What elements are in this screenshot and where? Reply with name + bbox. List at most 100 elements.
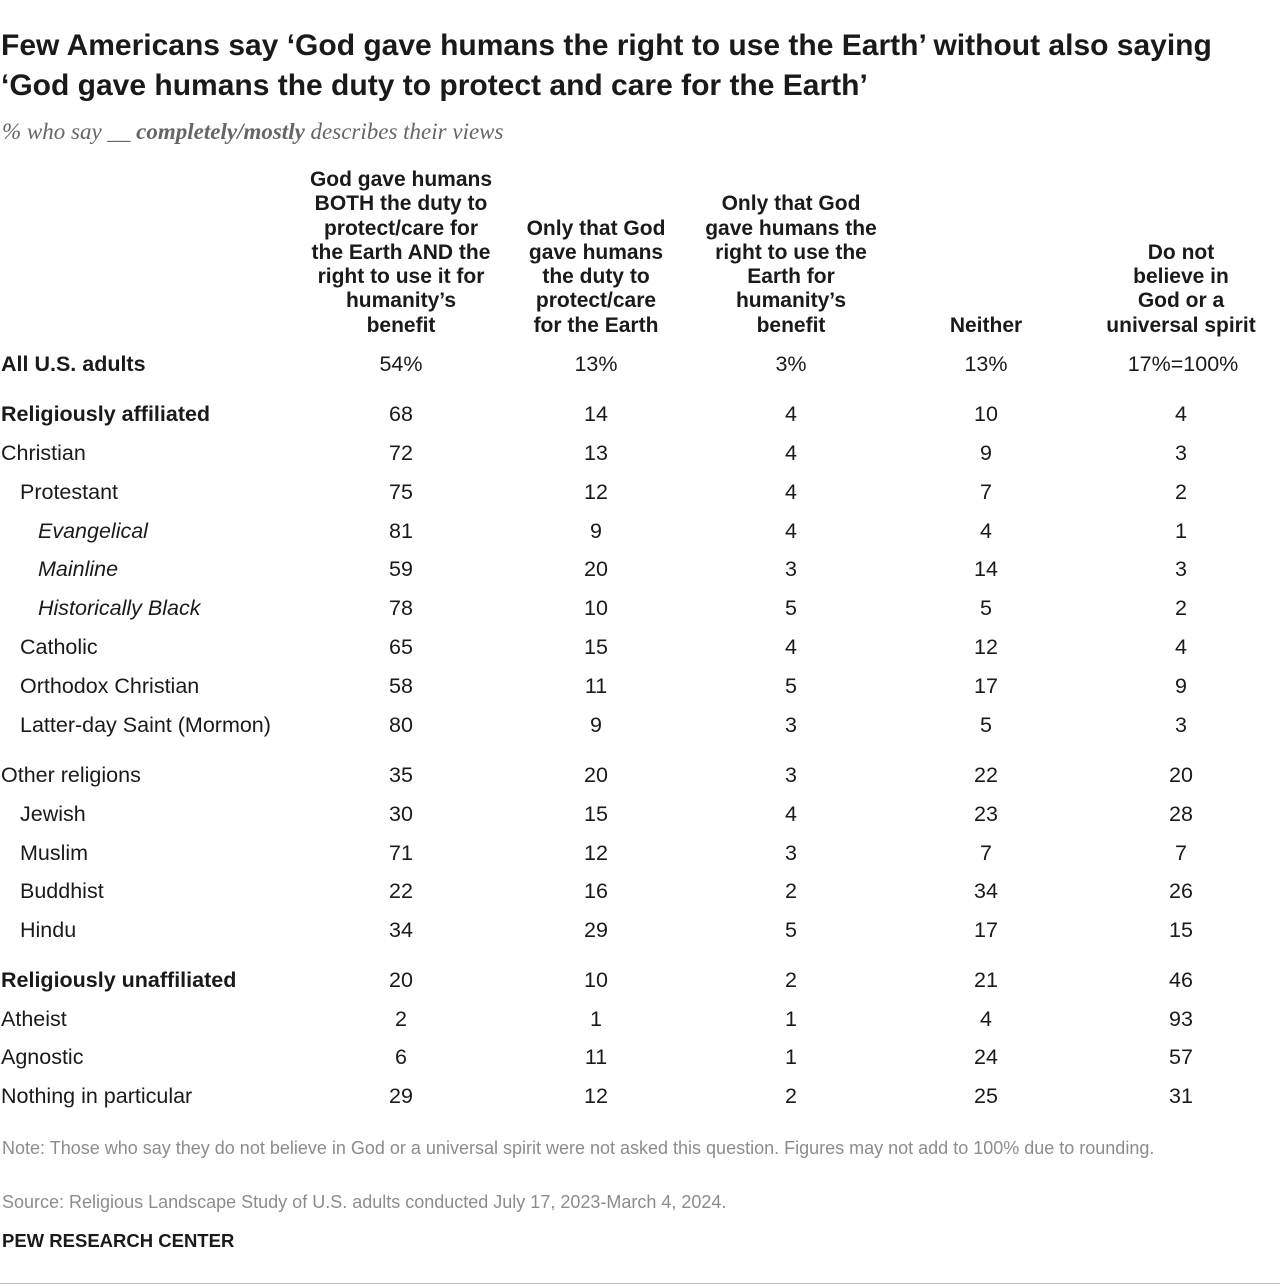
subtitle-emphasis: completely/mostly bbox=[136, 119, 305, 144]
data-cell: 30 bbox=[389, 802, 413, 826]
table-row: All U.S. adults 54% 13% 3% 13% 17%=100% bbox=[0, 347, 1280, 381]
data-cell: 3 bbox=[1175, 713, 1187, 737]
row-label: Evangelical bbox=[38, 519, 148, 543]
data-cell: 3 bbox=[785, 841, 797, 865]
column-header-line: protect/care for bbox=[323, 216, 479, 240]
data-cell: 81 bbox=[389, 519, 413, 543]
column-header-line: gave humans the bbox=[705, 216, 877, 240]
data-cell: 14 bbox=[974, 557, 998, 581]
data-cell: 7 bbox=[980, 841, 992, 865]
data-cell: 59 bbox=[389, 557, 413, 581]
row-label: Catholic bbox=[20, 635, 98, 659]
data-cell: 10 bbox=[974, 402, 998, 426]
data-cell: 7 bbox=[1175, 841, 1187, 865]
data-cell: 7 bbox=[980, 480, 992, 504]
data-cell: 17%=100% bbox=[1127, 352, 1239, 376]
data-cell: 5 bbox=[980, 713, 992, 737]
data-cell: 23 bbox=[974, 802, 998, 826]
data-cell: 16 bbox=[584, 879, 608, 903]
data-cell: 22 bbox=[389, 879, 413, 903]
table-row: Muslim 71 12 3 7 7 bbox=[0, 836, 1280, 870]
data-cell: 93 bbox=[1169, 1007, 1193, 1031]
data-cell: 3 bbox=[785, 713, 797, 737]
column-header-text: Only that God gave humans the duty to prote… bbox=[527, 217, 666, 338]
data-cell: 10 bbox=[584, 596, 608, 620]
data-cell: 21 bbox=[974, 968, 998, 992]
column-header-text: God gave humans BOTH the duty to protect/c… bbox=[310, 168, 492, 338]
data-cell: 57 bbox=[1169, 1045, 1193, 1069]
table-row: Orthodox Christian 58 11 5 17 9 bbox=[0, 669, 1280, 703]
data-cell: 35 bbox=[389, 763, 413, 787]
table-row: Religiously affiliated 68 14 4 10 4 bbox=[0, 397, 1280, 431]
data-cell: 1 bbox=[590, 1007, 602, 1031]
data-cell: 80 bbox=[389, 713, 413, 737]
data-cell: 4 bbox=[1175, 635, 1187, 659]
table-row: Atheist 2 1 1 4 93 bbox=[0, 1002, 1280, 1036]
column-header-3: Only that God gave humans the right to use… bbox=[691, 165, 891, 338]
column-header-line: Neither bbox=[949, 313, 1023, 337]
data-cell: 1 bbox=[785, 1007, 797, 1031]
column-header-line: Do not bbox=[1147, 240, 1215, 264]
row-label: Christian bbox=[1, 441, 86, 465]
data-cell: 11 bbox=[584, 674, 608, 698]
data-cell: 2 bbox=[785, 968, 797, 992]
table-row: Evangelical 81 9 4 4 1 bbox=[0, 514, 1280, 548]
data-cell: 28 bbox=[1169, 802, 1193, 826]
column-header-text: Do not believe in God or a universal spirit bbox=[1106, 241, 1255, 338]
table-row: Nothing in particular 29 12 2 25 31 bbox=[0, 1079, 1280, 1113]
row-label: Mainline bbox=[38, 557, 119, 581]
table-row: Protestant 75 12 4 7 2 bbox=[0, 475, 1280, 509]
data-cell: 58 bbox=[389, 674, 413, 698]
table-row: Catholic 65 15 4 12 4 bbox=[0, 630, 1280, 664]
data-cell: 34 bbox=[389, 918, 413, 942]
column-header-1: God gave humans BOTH the duty to protect/c… bbox=[301, 165, 501, 338]
data-cell: 14 bbox=[584, 402, 608, 426]
data-cell: 5 bbox=[980, 596, 992, 620]
row-label: Atheist bbox=[1, 1007, 67, 1031]
data-cell: 2 bbox=[785, 879, 797, 903]
data-cell: 3 bbox=[1175, 557, 1187, 581]
subtitle-pre: % who say __ bbox=[2, 119, 137, 144]
row-label: Protestant bbox=[20, 480, 118, 504]
row-label: Jewish bbox=[20, 802, 86, 826]
data-cell: 20 bbox=[584, 763, 608, 787]
row-label: All U.S. adults bbox=[1, 352, 146, 376]
row-label: Agnostic bbox=[1, 1045, 84, 1069]
data-cell: 78 bbox=[389, 596, 413, 620]
data-cell: 3 bbox=[1175, 441, 1187, 465]
data-cell: 2 bbox=[395, 1007, 407, 1031]
data-cell: 13 bbox=[584, 441, 608, 465]
data-cell: 34 bbox=[974, 879, 998, 903]
row-label: Historically Black bbox=[38, 596, 201, 620]
data-cell: 25 bbox=[974, 1084, 998, 1108]
data-cell: 46 bbox=[1169, 968, 1193, 992]
data-cell: 12 bbox=[584, 480, 608, 504]
column-header-line: benefit bbox=[366, 313, 436, 337]
column-header-line: believe in bbox=[1133, 265, 1229, 289]
column-header-4: Neither bbox=[886, 165, 1086, 338]
row-label: Religiously affiliated bbox=[1, 402, 211, 426]
data-cell: 22 bbox=[974, 763, 998, 787]
data-cell: 4 bbox=[785, 635, 797, 659]
subtitle-post: describes their views bbox=[304, 119, 504, 144]
row-label: Orthodox Christian bbox=[20, 674, 200, 698]
data-cell: 9 bbox=[1175, 674, 1187, 698]
data-cell: 26 bbox=[1169, 879, 1193, 903]
data-cell: 4 bbox=[1175, 402, 1187, 426]
column-header-line: humanity’s bbox=[735, 289, 847, 313]
data-cell: 10 bbox=[584, 968, 608, 992]
column-header-line: protect/care bbox=[535, 289, 657, 313]
column-header-line: the Earth AND the bbox=[311, 240, 491, 264]
data-cell: 2 bbox=[785, 1084, 797, 1108]
table-row: Christian 72 13 4 9 3 bbox=[0, 436, 1280, 470]
column-header-line: Only that God bbox=[721, 192, 861, 216]
footer-note: Note: Those who say they do not believe … bbox=[2, 1138, 1155, 1158]
table-row: Religiously unaffiliated 20 10 2 21 46 bbox=[0, 963, 1280, 997]
data-cell: 5 bbox=[785, 596, 797, 620]
data-cell: 9 bbox=[590, 713, 602, 737]
organization-logo-text: PEW RESEARCH CENTER bbox=[2, 1230, 235, 1251]
data-cell: 4 bbox=[980, 519, 992, 543]
data-cell: 12 bbox=[584, 1084, 608, 1108]
data-cell: 20 bbox=[1169, 763, 1193, 787]
table-row: Other religions 35 20 3 22 20 bbox=[0, 758, 1280, 792]
